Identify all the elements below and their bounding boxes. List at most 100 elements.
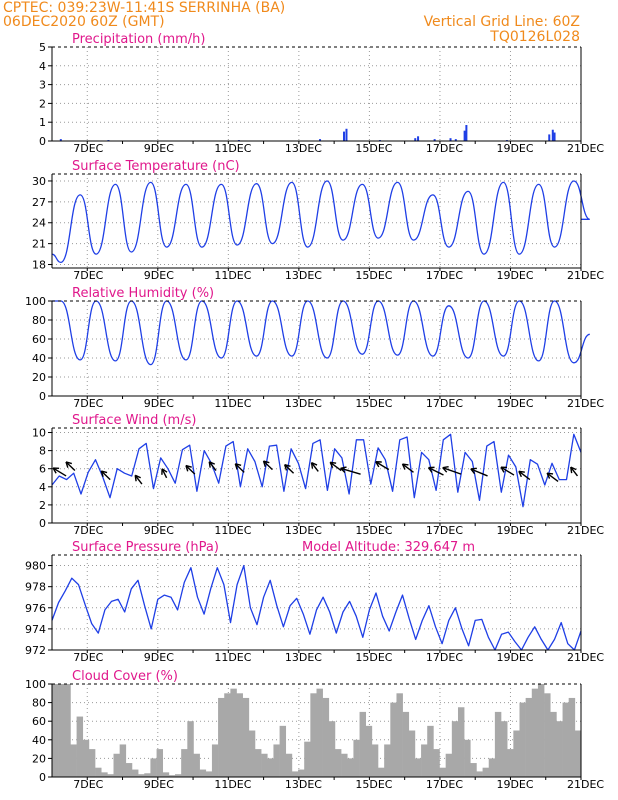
cloud-cover-bar — [353, 739, 360, 777]
y-tick-label: 21 — [32, 238, 46, 251]
pressure-series-line — [51, 564, 582, 651]
x-tick-label: 15DEC — [355, 778, 392, 791]
precip-bar — [551, 129, 554, 141]
precip-bar — [463, 130, 466, 141]
y-tick-label: 18 — [32, 259, 46, 272]
cloud-cover-bar — [113, 753, 120, 777]
x-tick-label: 11DEC — [214, 142, 251, 155]
cloud-cover-bar — [156, 749, 164, 777]
cloud-cover-bar — [365, 725, 373, 777]
cloud-cover-bar — [371, 744, 379, 777]
temperature-title: Surface Temperature (nC) — [72, 159, 240, 174]
cloud-cover-bar — [285, 753, 293, 777]
x-tick-label: 19DEC — [496, 524, 533, 537]
x-tick-label: 9DEC — [144, 651, 174, 664]
y-tick-label: 980 — [25, 560, 46, 573]
x-tick-label: 21DEC — [567, 397, 604, 410]
x-tick-label: 17DEC — [426, 397, 463, 410]
cloud-cover-bar — [236, 693, 243, 777]
cloud-cover-bar — [537, 684, 545, 777]
y-tick-label: 2 — [39, 499, 46, 512]
wind-direction-arrow — [442, 466, 462, 475]
x-tick-label: 11DEC — [214, 778, 251, 791]
x-tick-label: 19DEC — [496, 269, 533, 282]
cloud-cover-bar — [334, 749, 342, 777]
wind-direction-arrow — [100, 470, 111, 481]
x-tick-label: 17DEC — [426, 269, 463, 282]
y-tick-label: 60 — [32, 715, 46, 728]
wind-panel: Surface Wind (m/s) 0 2 4 6 8 10 7DEC 9DEC 11DEC 13… — [32, 413, 604, 537]
cloud-cover-bar — [205, 771, 213, 777]
y-tick-label: 60 — [32, 333, 46, 346]
x-tick-label: 11DEC — [214, 524, 251, 537]
cloud-cover-bar — [433, 749, 440, 777]
x-tick-label: 21DEC — [567, 778, 604, 791]
cloud-cover-bar — [378, 767, 385, 777]
x-tick-label: 7DEC — [73, 778, 103, 791]
x-tick-label: 19DEC — [496, 651, 533, 664]
cloud-cover-bar — [64, 684, 71, 777]
cloud-cover-bar — [494, 711, 502, 777]
wind-direction-arrow — [310, 461, 319, 472]
humidity-title: Relative Humidity (%) — [72, 286, 214, 301]
wind-direction-arrow — [262, 460, 273, 471]
precip-bar — [417, 136, 420, 141]
cloud-cover-bar — [408, 730, 416, 777]
cloud-cover-bar — [242, 697, 250, 777]
grid-line-header: Vertical Grid Line: 60Z — [424, 14, 580, 30]
x-tick-label: 7DEC — [73, 397, 103, 410]
precip-bar — [449, 138, 452, 141]
cloud-cover-bar — [261, 753, 268, 777]
x-tick-label: 15DEC — [355, 142, 392, 155]
cloud-cover-bar — [248, 730, 256, 777]
pressure-panel: Surface Pressure (hPa) Model Altitude: 32… — [25, 540, 604, 664]
cloud-cover-bar — [341, 753, 348, 777]
cloud-cover-bar — [218, 697, 225, 777]
x-tick-label: 15DEC — [355, 651, 392, 664]
y-tick-label: 5 — [39, 41, 46, 54]
cloud-cover-bar — [52, 684, 59, 777]
humidity-series-line — [51, 300, 591, 366]
y-tick-label: 0 — [39, 135, 46, 148]
temperature-series-line — [51, 180, 591, 264]
cloud-cover-bar — [150, 758, 157, 777]
cloud-cover-bar — [470, 763, 477, 777]
wind-direction-arrow — [284, 464, 295, 474]
x-tick-label: 13DEC — [285, 142, 322, 155]
cloud-cover-bar — [568, 697, 576, 777]
cloud-cover-bar — [76, 716, 84, 777]
x-tick-label: 9DEC — [144, 524, 174, 537]
cloud-cover-bar — [254, 749, 262, 777]
x-tick-label: 15DEC — [355, 269, 392, 282]
x-tick-label: 15DEC — [355, 397, 392, 410]
x-tick-label: 21DEC — [567, 142, 604, 155]
precip-bar — [343, 131, 346, 141]
wind-direction-arrow — [65, 461, 76, 472]
cloud-cover-bar — [291, 771, 299, 777]
cloud-cover-bar — [88, 749, 96, 777]
precip-bar — [433, 139, 436, 141]
cloud-cover-bar — [168, 775, 176, 777]
y-tick-label: 978 — [25, 581, 46, 594]
cloud-cover-bar — [58, 684, 65, 777]
y-tick-label: 972 — [25, 644, 46, 657]
x-tick-label: 9DEC — [144, 397, 174, 410]
y-tick-label: 4 — [39, 60, 46, 73]
cloud-cover-bar — [267, 758, 274, 777]
cloud-cover-bar — [199, 769, 207, 777]
temperature-panel: Surface Temperature (nC) 18 21 24 27 30 7DEC 9D… — [32, 159, 604, 282]
x-tick-label: 13DEC — [285, 269, 322, 282]
model-id-header: TQ0126L028 — [489, 29, 580, 45]
y-tick-label: 0 — [39, 771, 46, 784]
cloud-cover-bar — [414, 758, 422, 777]
x-tick-label: 11DEC — [214, 651, 251, 664]
x-tick-label: 13DEC — [285, 778, 322, 791]
cloud-cover-bar — [328, 721, 336, 777]
wind-direction-arrow — [161, 468, 168, 479]
x-tick-label: 11DEC — [214, 397, 251, 410]
y-tick-label: 10 — [32, 427, 46, 440]
wind-direction-arrow — [208, 461, 217, 471]
cloud-cover-bar — [451, 721, 459, 777]
cloud-cover-bar — [396, 693, 403, 777]
y-tick-label: 100 — [25, 678, 46, 691]
